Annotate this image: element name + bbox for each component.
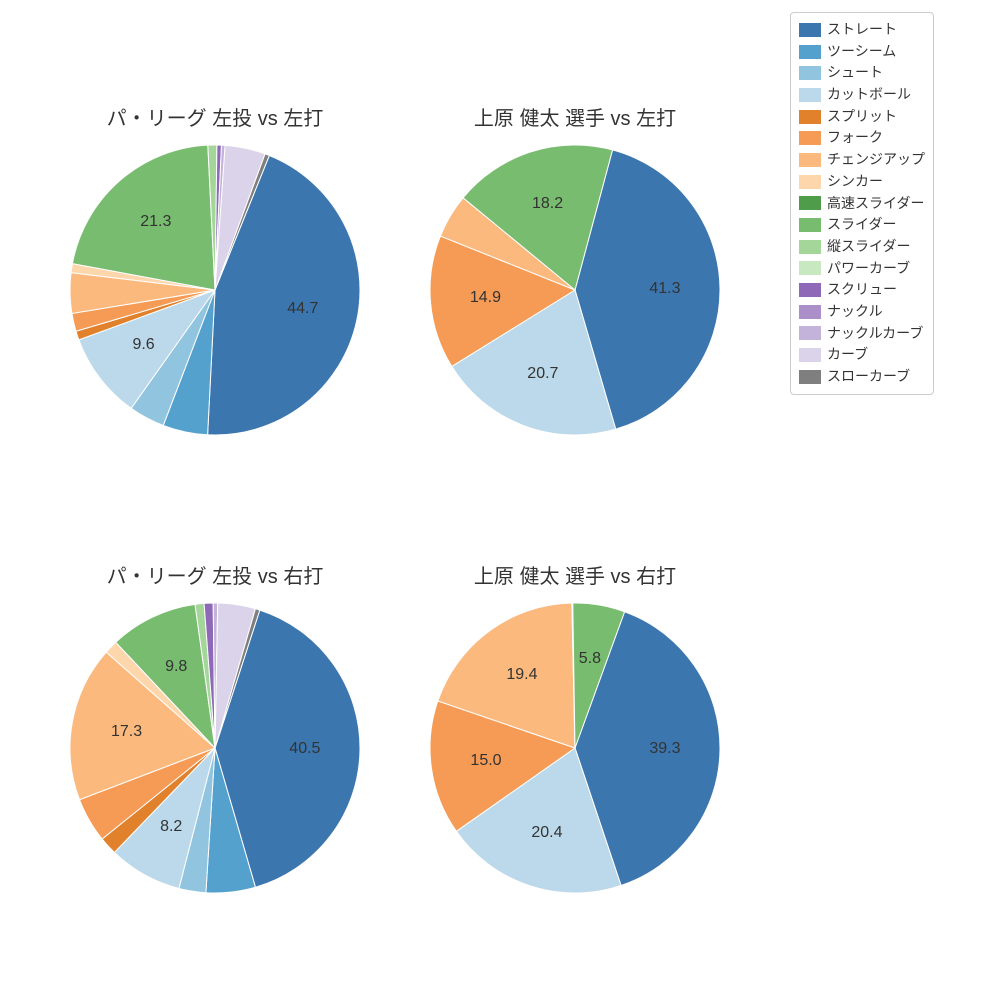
legend-swatch	[799, 240, 821, 254]
legend-swatch	[799, 326, 821, 340]
legend-label: ナックル	[827, 301, 883, 323]
legend-swatch	[799, 23, 821, 37]
legend-item: スクリュー	[799, 279, 925, 301]
chart-title: パ・リーグ 左投 vs 右打	[107, 560, 324, 589]
legend-label: 高速スライダー	[827, 193, 924, 215]
legend-item: スライダー	[799, 214, 925, 236]
chart-title: 上原 健太 選手 vs 左打	[474, 102, 676, 131]
legend-item: カットボール	[799, 84, 925, 106]
pie-chart	[428, 601, 722, 895]
legend-item: カーブ	[799, 344, 925, 366]
legend-swatch	[799, 261, 821, 275]
legend-swatch	[799, 196, 821, 210]
chart-title: 上原 健太 選手 vs 右打	[474, 560, 676, 589]
legend-label: カーブ	[827, 344, 868, 366]
legend-item: ツーシーム	[799, 41, 925, 63]
legend-label: スプリット	[827, 106, 897, 128]
legend-swatch	[799, 88, 821, 102]
legend-swatch	[799, 45, 821, 59]
legend-label: スクリュー	[827, 279, 897, 301]
legend-item: ナックル	[799, 301, 925, 323]
legend-item: 高速スライダー	[799, 193, 925, 215]
legend-swatch	[799, 153, 821, 167]
legend-label: 縦スライダー	[827, 236, 910, 258]
legend: ストレートツーシームシュートカットボールスプリットフォークチェンジアップシンカー…	[790, 12, 934, 395]
legend-swatch	[799, 66, 821, 80]
legend-swatch	[799, 305, 821, 319]
pie-chart	[428, 143, 722, 437]
legend-label: チェンジアップ	[827, 149, 925, 171]
legend-swatch	[799, 110, 821, 124]
legend-item: シンカー	[799, 171, 925, 193]
legend-item: ストレート	[799, 19, 925, 41]
chart-grid: パ・リーグ 左投 vs 左打44.79.621.3上原 健太 選手 vs 左打4…	[0, 0, 1000, 1000]
pie-chart	[68, 601, 362, 895]
legend-swatch	[799, 131, 821, 145]
legend-label: ツーシーム	[827, 41, 896, 63]
legend-label: ナックルカーブ	[827, 323, 923, 345]
legend-label: カットボール	[827, 84, 911, 106]
legend-label: シンカー	[827, 171, 883, 193]
pie-chart	[68, 143, 362, 437]
legend-label: スライダー	[827, 214, 896, 236]
legend-label: スローカーブ	[827, 366, 910, 388]
legend-label: フォーク	[827, 127, 883, 149]
legend-label: ストレート	[827, 19, 897, 41]
legend-item: ナックルカーブ	[799, 323, 925, 345]
legend-item: 縦スライダー	[799, 236, 925, 258]
legend-item: スローカーブ	[799, 366, 925, 388]
legend-swatch	[799, 175, 821, 189]
legend-swatch	[799, 283, 821, 297]
legend-item: チェンジアップ	[799, 149, 925, 171]
chart-title: パ・リーグ 左投 vs 左打	[107, 102, 324, 131]
legend-swatch	[799, 370, 821, 384]
legend-swatch	[799, 348, 821, 362]
legend-label: シュート	[827, 62, 883, 84]
legend-item: フォーク	[799, 127, 925, 149]
legend-swatch	[799, 218, 821, 232]
legend-label: パワーカーブ	[827, 258, 910, 280]
legend-item: パワーカーブ	[799, 258, 925, 280]
legend-item: シュート	[799, 62, 925, 84]
legend-item: スプリット	[799, 106, 925, 128]
